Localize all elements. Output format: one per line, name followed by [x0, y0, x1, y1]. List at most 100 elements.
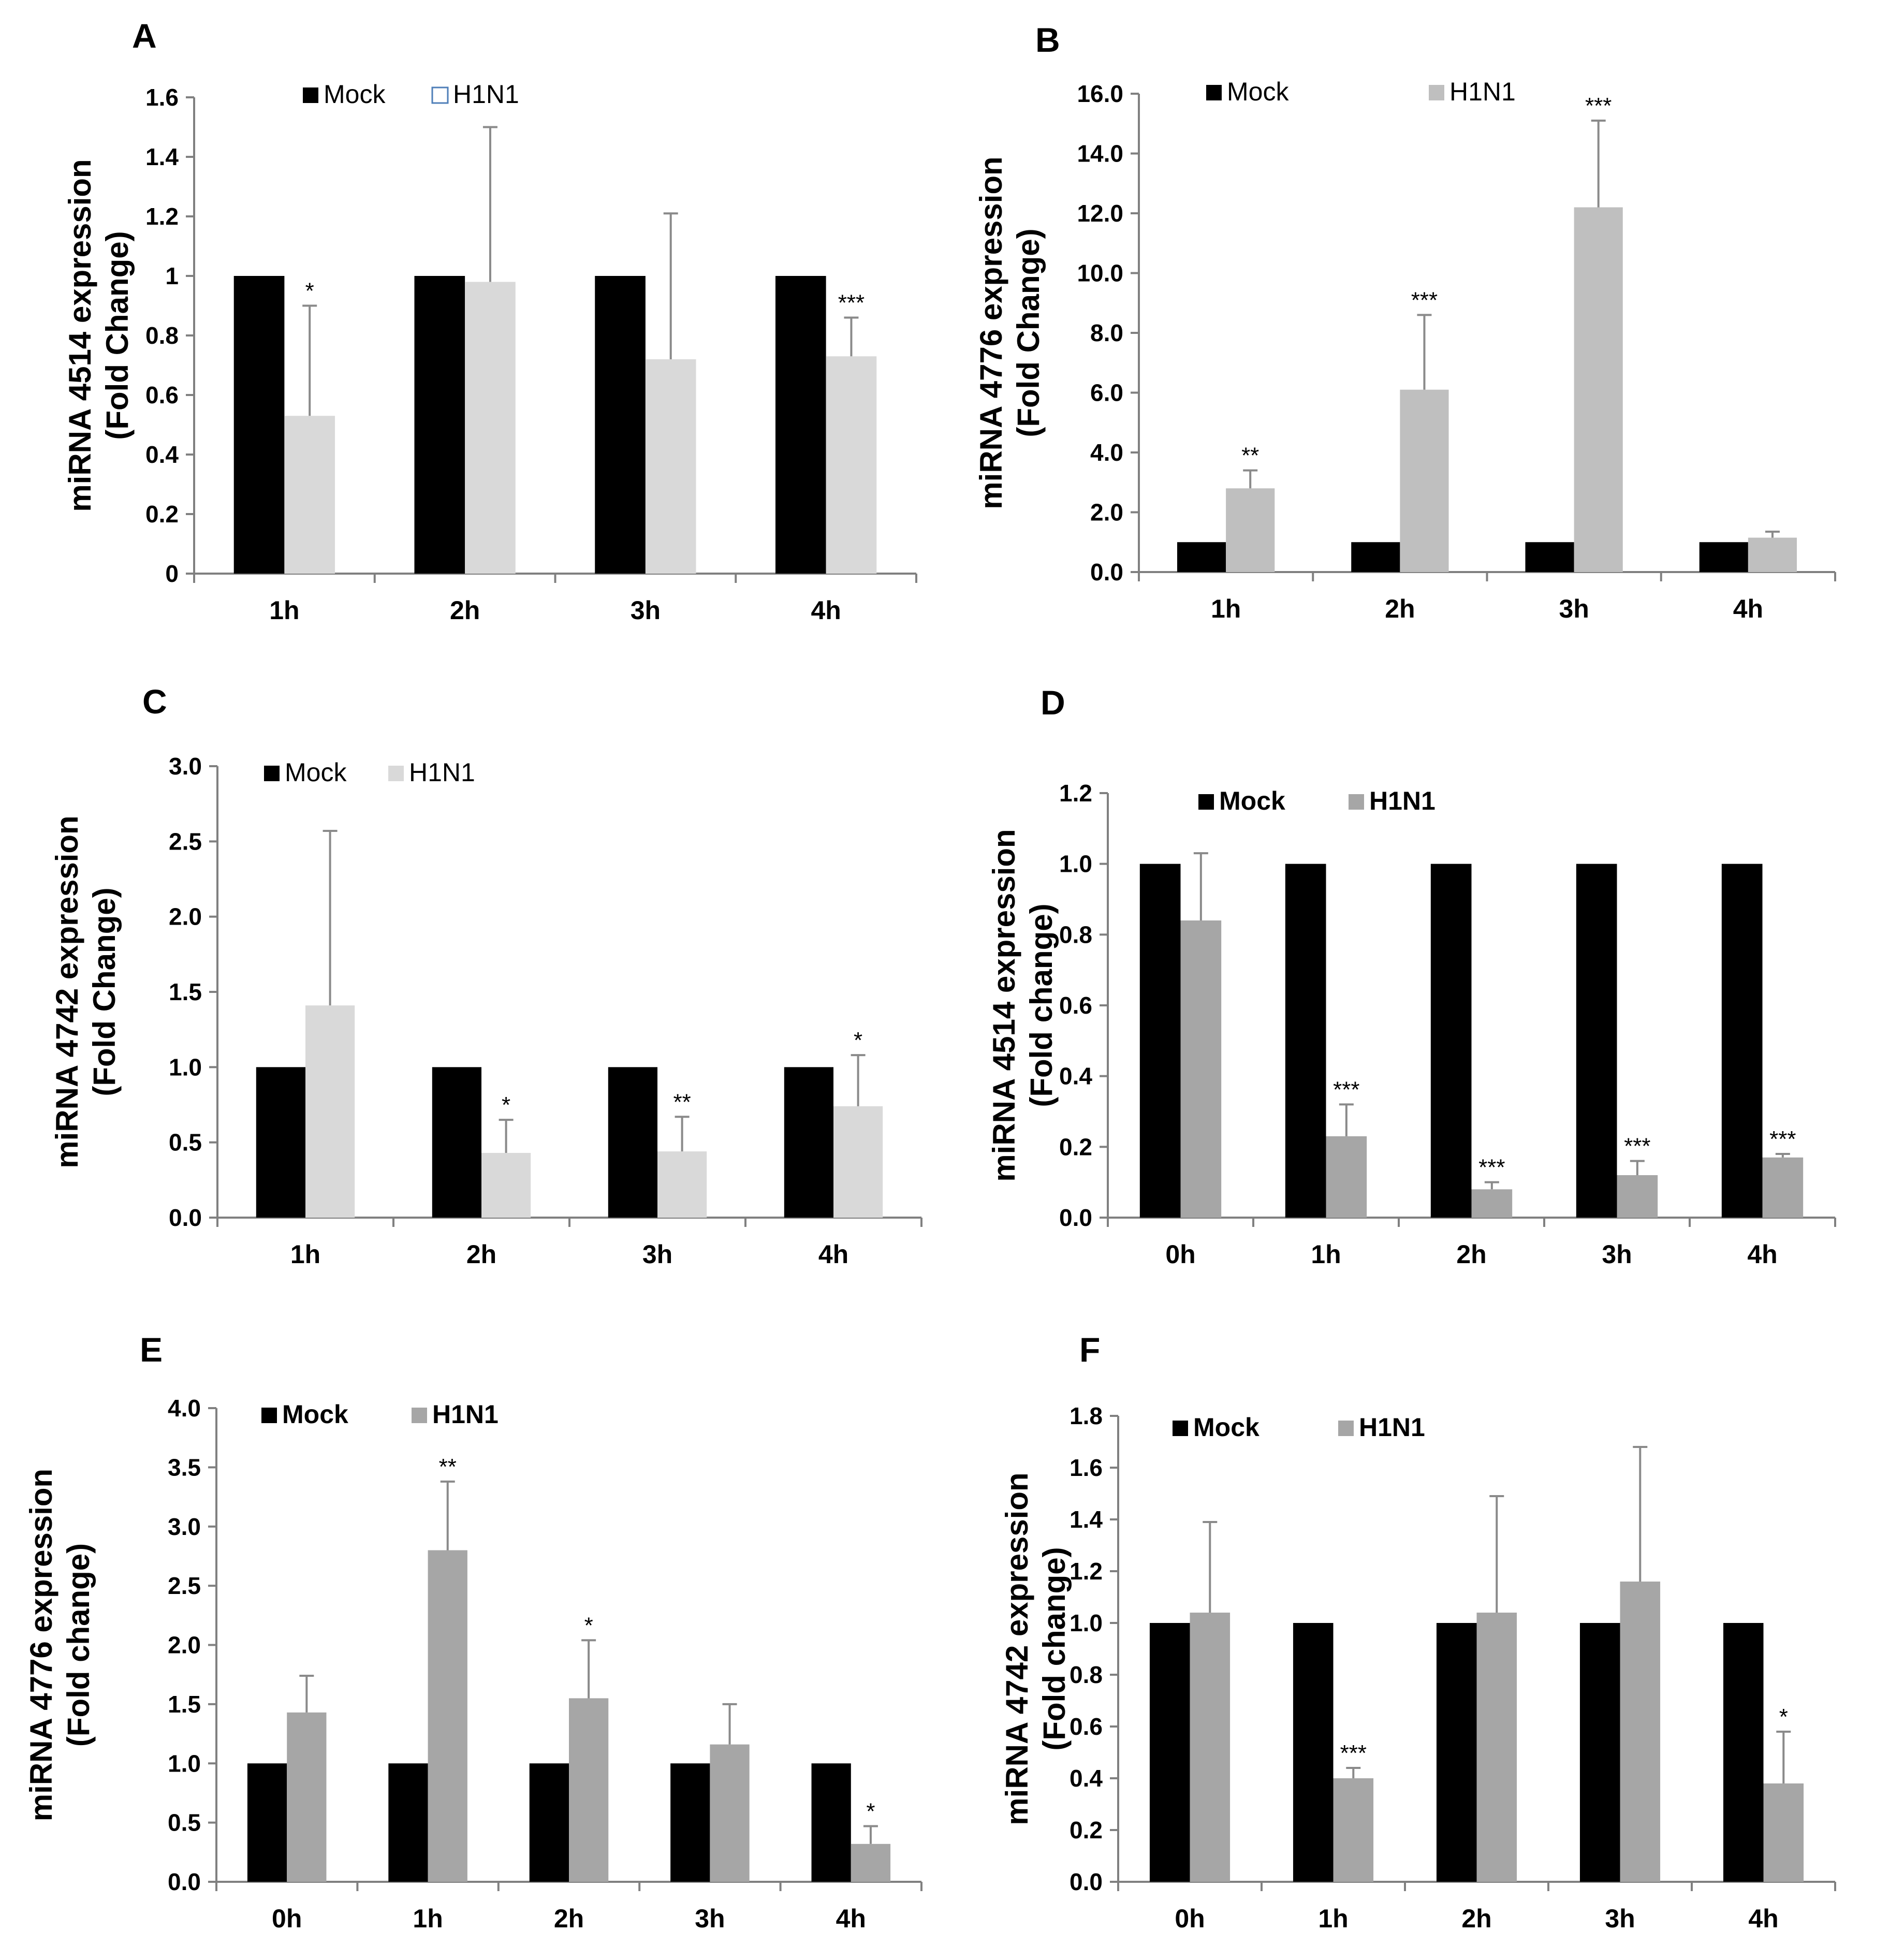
panel-letter: E — [140, 1330, 163, 1369]
bar-mock-3h — [1576, 864, 1617, 1218]
legend-swatch-h1n1 — [388, 766, 404, 781]
y-tick-label: 1.0 — [169, 1054, 202, 1080]
legend-label-mock: Mock — [282, 1400, 348, 1429]
x-tick-label: 0h — [272, 1904, 302, 1933]
bar-mock-1h — [1177, 542, 1226, 572]
y-axis-title-line: miRNA 4776 expression — [974, 156, 1008, 509]
y-tick-label: 12.0 — [1077, 200, 1123, 227]
bar-mock-3h — [595, 276, 646, 574]
y-tick-label: 1.0 — [168, 1750, 201, 1777]
y-tick-label: 0.4 — [145, 441, 179, 468]
legend-swatch-h1n1 — [1349, 794, 1364, 810]
significance-4h: *** — [838, 290, 865, 316]
y-tick-label: 1.2 — [145, 203, 179, 230]
x-tick-label: 4h — [836, 1904, 866, 1933]
bar-h1n1-3h — [645, 359, 696, 574]
bar-mock-0h — [1149, 1623, 1190, 1882]
significance-4h: * — [854, 1028, 862, 1053]
legend-label-mock: Mock — [1219, 786, 1285, 815]
x-tick-label: 2h — [450, 596, 480, 625]
bar-mock-4h — [784, 1067, 833, 1218]
bar-mock-3h — [1525, 542, 1574, 572]
bar-mock-2h — [432, 1067, 481, 1218]
y-axis-title: miRNA 4742 expression(Fold Change) — [50, 815, 122, 1168]
legend-swatch-h1n1 — [1338, 1421, 1354, 1436]
bar-mock-3h — [608, 1067, 657, 1218]
y-tick-label: 1.0 — [1070, 1610, 1103, 1636]
legend-swatch-h1n1 — [1429, 85, 1444, 100]
bar-h1n1-1h — [428, 1550, 467, 1882]
x-tick-label: 0h — [1175, 1904, 1205, 1933]
legend-label-h1n1: H1N1 — [1449, 77, 1516, 106]
y-tick-label: 2.0 — [168, 1632, 201, 1659]
legend-label-h1n1: H1N1 — [409, 758, 475, 787]
y-tick-label: 8.0 — [1090, 319, 1123, 346]
legend-swatch-mock — [303, 87, 318, 103]
x-tick-label: 2h — [554, 1904, 584, 1933]
significance-1h: ** — [1241, 443, 1259, 469]
x-tick-label: 4h — [1748, 1904, 1778, 1933]
bar-mock-1h — [233, 276, 285, 574]
y-tick-label: 6.0 — [1090, 379, 1123, 406]
bar-mock-2h — [1430, 864, 1472, 1218]
legend-swatch-mock — [1173, 1421, 1188, 1436]
bar-h1n1-1h — [284, 416, 335, 574]
y-tick-label: 0.0 — [168, 1868, 201, 1895]
bar-mock-3h — [1579, 1623, 1620, 1882]
y-tick-label: 0.2 — [1059, 1133, 1092, 1160]
panel-letter: C — [142, 682, 167, 721]
bar-mock-4h — [1721, 864, 1763, 1218]
y-tick-label: 0.0 — [1070, 1868, 1103, 1895]
bar-mock-3h — [670, 1763, 710, 1882]
y-axis-title-line: miRNA 4742 expression — [1000, 1472, 1034, 1825]
x-tick-label: 3h — [695, 1904, 725, 1933]
x-tick-label: 3h — [1559, 594, 1589, 623]
x-tick-label: 3h — [631, 596, 661, 625]
bar-h1n1-2h — [481, 1153, 531, 1218]
significance-2h: * — [502, 1092, 510, 1118]
bar-h1n1-2h — [1400, 389, 1449, 572]
bar-h1n1-3h — [1574, 207, 1623, 572]
bar-h1n1-1h — [1326, 1136, 1367, 1218]
significance-1h: ** — [439, 1454, 457, 1480]
y-tick-label: 2.5 — [168, 1572, 201, 1599]
y-tick-label: 0.0 — [1059, 1204, 1092, 1231]
legend: Mock H1N1 — [261, 1400, 499, 1429]
x-tick-label: 2h — [1385, 594, 1415, 623]
significance-2h: *** — [1478, 1155, 1505, 1180]
legend: Mock H1N1 — [1198, 786, 1436, 815]
bar-mock-1h — [1285, 864, 1326, 1218]
legend-swatch-h1n1 — [412, 1408, 427, 1423]
y-tick-label: 0 — [165, 560, 179, 587]
legend-swatch-mock — [264, 766, 280, 781]
x-tick-label: 2h — [466, 1240, 496, 1269]
y-tick-label: 0.8 — [1070, 1661, 1103, 1688]
y-axis-title-line: miRNA 4776 expression — [24, 1469, 58, 1821]
x-tick-label: 1h — [290, 1240, 320, 1269]
bar-mock-1h — [256, 1067, 305, 1218]
panel-letter: B — [1035, 21, 1060, 59]
legend-label-mock: Mock — [1193, 1413, 1259, 1442]
y-tick-label: 10.0 — [1077, 260, 1123, 287]
y-axis-title: miRNA 4776 expression(Fold change) — [24, 1469, 96, 1821]
panel-letter: A — [132, 17, 157, 55]
y-axis-title-line: miRNA 4742 expression — [50, 815, 84, 1168]
significance-4h: *** — [1769, 1126, 1796, 1152]
bar-h1n1-1h — [1226, 488, 1275, 572]
y-tick-label: 0.5 — [169, 1129, 202, 1156]
bar-h1n1-4h — [833, 1106, 883, 1218]
significance-3h: ** — [673, 1089, 691, 1115]
legend: Mock H1N1 — [1206, 77, 1516, 106]
legend: Mock H1N1 — [1173, 1413, 1425, 1442]
y-tick-label: 3.5 — [168, 1454, 201, 1481]
bar-h1n1-3h — [657, 1151, 707, 1218]
x-tick-label: 1h — [413, 1904, 443, 1933]
legend-label-mock: Mock — [1227, 77, 1289, 106]
y-tick-label: 1.5 — [169, 978, 202, 1005]
panel-letter: F — [1079, 1330, 1100, 1369]
y-tick-label: 1.8 — [1070, 1402, 1103, 1429]
y-tick-label: 0.5 — [168, 1809, 201, 1836]
